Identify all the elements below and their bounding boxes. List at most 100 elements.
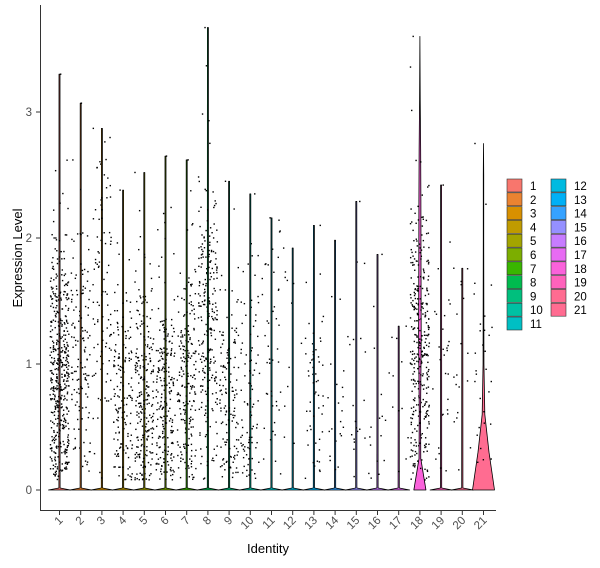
data-point <box>233 339 236 341</box>
data-point <box>129 422 132 425</box>
data-point <box>413 305 416 308</box>
data-point <box>63 293 65 296</box>
data-point <box>447 373 449 375</box>
data-point <box>119 466 121 468</box>
data-point <box>177 392 179 394</box>
data-point <box>60 403 63 405</box>
data-point <box>86 358 88 360</box>
data-point <box>186 360 189 362</box>
data-point <box>141 443 143 446</box>
data-point <box>171 318 173 321</box>
data-point <box>51 233 53 236</box>
data-point <box>476 434 478 436</box>
data-point <box>162 437 164 439</box>
data-point <box>207 399 209 402</box>
data-point <box>412 35 414 38</box>
data-point <box>103 278 105 281</box>
data-point <box>124 330 127 333</box>
data-point <box>419 247 421 249</box>
legend-key-9 <box>506 289 523 303</box>
data-point <box>59 442 62 445</box>
data-point <box>129 311 131 313</box>
data-point <box>198 305 200 307</box>
data-point <box>209 362 211 364</box>
data-point <box>64 338 66 340</box>
data-point <box>162 407 164 409</box>
data-point <box>64 323 66 325</box>
data-point <box>251 347 253 349</box>
data-point <box>79 232 81 235</box>
data-point <box>118 475 120 477</box>
data-point <box>305 281 307 284</box>
data-point <box>444 372 447 375</box>
data-point <box>104 346 107 348</box>
data-point <box>136 396 139 398</box>
data-point <box>54 456 56 458</box>
violin-12 <box>281 247 305 491</box>
data-point <box>229 455 231 458</box>
data-point <box>182 348 185 351</box>
data-point <box>134 453 136 456</box>
data-point <box>189 357 192 359</box>
data-point <box>231 420 233 422</box>
data-point <box>160 400 162 403</box>
data-point <box>114 365 116 367</box>
data-point <box>171 441 174 444</box>
data-point <box>64 374 66 376</box>
data-point <box>162 451 164 454</box>
data-point <box>214 379 216 382</box>
data-point <box>52 363 55 366</box>
data-point <box>66 358 68 360</box>
data-point <box>54 406 57 409</box>
data-point <box>163 471 165 473</box>
data-point <box>82 337 85 339</box>
data-point <box>182 408 185 411</box>
data-point <box>426 289 429 292</box>
data-point <box>415 445 418 447</box>
data-point <box>426 303 428 306</box>
y-tick-label: 2 <box>26 233 32 245</box>
data-point <box>87 337 89 339</box>
data-point <box>138 402 141 404</box>
data-point <box>419 342 422 344</box>
data-point <box>210 332 212 334</box>
x-tick-label: 21 <box>472 515 490 533</box>
data-point <box>57 415 60 417</box>
data-point <box>216 318 218 321</box>
data-point <box>64 334 67 336</box>
data-point <box>161 351 163 353</box>
legend-key-14 <box>550 206 567 220</box>
data-point <box>135 366 137 369</box>
data-point <box>222 339 225 341</box>
data-point <box>414 320 416 322</box>
data-point <box>193 329 195 331</box>
data-point <box>127 456 130 459</box>
data-point <box>179 446 181 448</box>
data-point <box>190 285 192 287</box>
data-point <box>411 390 413 393</box>
data-point <box>162 324 164 327</box>
data-point <box>225 378 227 381</box>
data-point <box>417 388 420 390</box>
data-point <box>199 282 201 284</box>
data-point <box>170 324 173 327</box>
data-point <box>157 437 160 439</box>
legend-label-21: 21 <box>574 305 587 317</box>
data-point <box>157 458 160 460</box>
data-point <box>56 425 58 427</box>
data-point <box>65 347 68 350</box>
data-point <box>55 316 57 318</box>
data-point <box>97 343 99 346</box>
data-point <box>167 352 169 355</box>
data-point <box>50 447 53 450</box>
data-point <box>220 274 223 277</box>
data-point <box>78 428 80 430</box>
data-point <box>142 359 144 361</box>
data-point <box>161 465 163 467</box>
data-point <box>141 473 143 476</box>
data-point <box>159 406 161 408</box>
data-point <box>272 430 274 433</box>
data-point <box>129 326 132 329</box>
data-point <box>189 312 191 315</box>
data-point <box>210 334 213 337</box>
